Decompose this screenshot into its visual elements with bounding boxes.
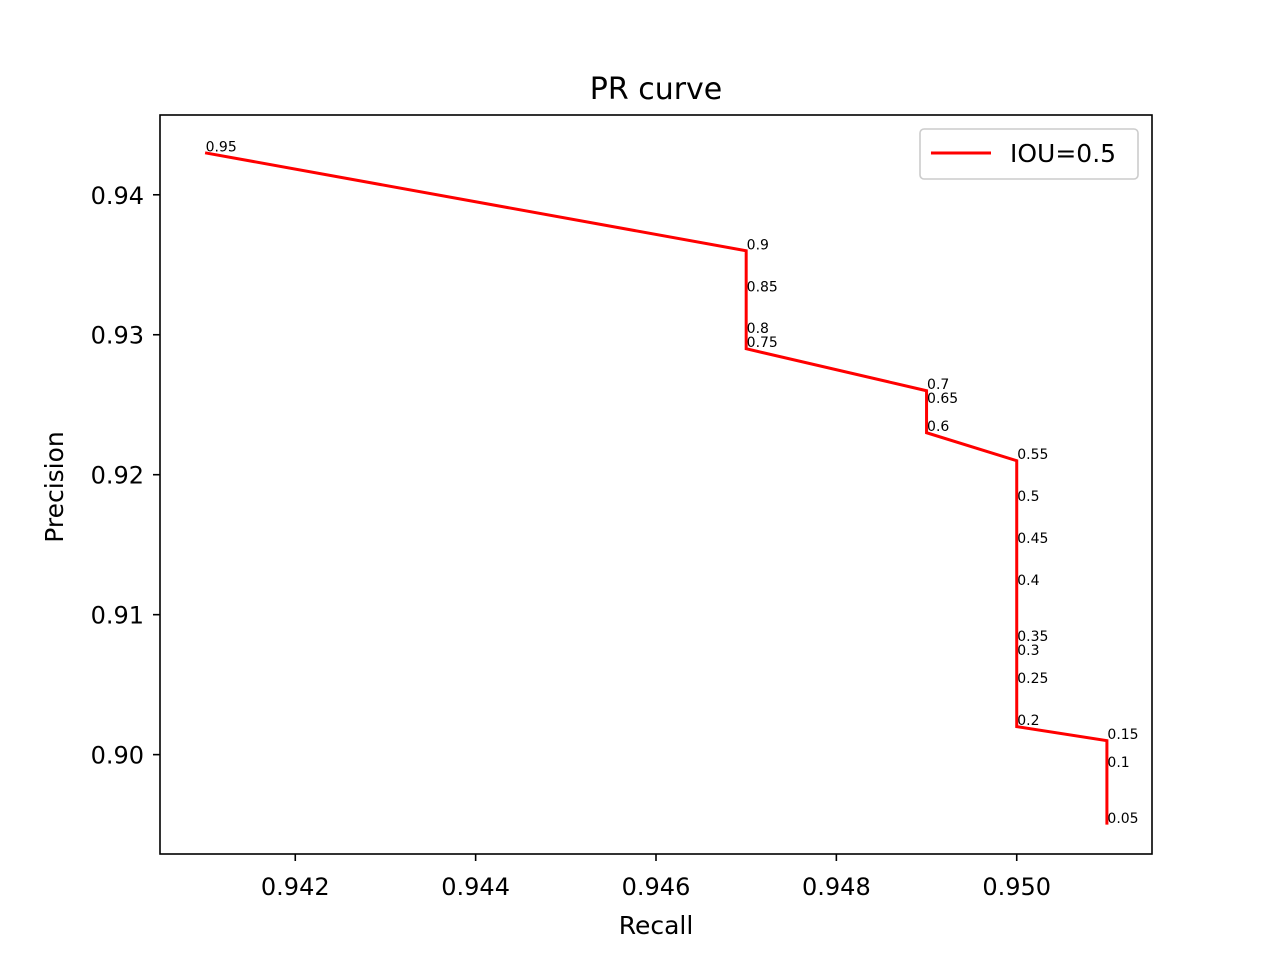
threshold-label: 0.6 bbox=[927, 419, 949, 435]
threshold-label: 0.9 bbox=[747, 237, 769, 253]
x-tick-label: 0.944 bbox=[441, 873, 510, 901]
threshold-label: 0.45 bbox=[1017, 531, 1048, 547]
threshold-label: 0.7 bbox=[927, 377, 949, 393]
threshold-label: 0.95 bbox=[206, 139, 237, 155]
threshold-label: 0.55 bbox=[1017, 447, 1048, 463]
y-tick-label: 0.91 bbox=[91, 602, 144, 630]
plot-frame bbox=[159, 114, 1153, 855]
threshold-label: 0.2 bbox=[1017, 713, 1039, 729]
x-tick-label: 0.942 bbox=[261, 873, 330, 901]
y-tick-label: 0.94 bbox=[91, 182, 144, 210]
threshold-label: 0.15 bbox=[1107, 727, 1138, 743]
threshold-label: 0.3 bbox=[1017, 643, 1039, 659]
x-axis-label: Recall bbox=[619, 911, 694, 940]
y-tick-label: 0.90 bbox=[91, 742, 144, 770]
chart-title: PR curve bbox=[590, 72, 723, 107]
y-axis-label: Precision bbox=[40, 431, 69, 543]
x-tick-label: 0.950 bbox=[982, 873, 1051, 901]
axis-ticks: 0.942 0.944 0.946 0.948 0.950 0.90 0.91 0.92 0.9… bbox=[91, 182, 1052, 901]
y-tick-label: 0.92 bbox=[91, 462, 144, 490]
point-labels: 0.95 0.9 0.85 0.80.75 0.70.65 0.6 0.55 0.5 0.45 0… bbox=[206, 139, 1139, 827]
threshold-label: 0.5 bbox=[1017, 489, 1039, 505]
legend-entry-label: IOU=0.5 bbox=[1010, 139, 1116, 168]
legend: IOU=0.5 bbox=[919, 128, 1139, 180]
legend-box bbox=[919, 128, 1139, 180]
threshold-label: 0.05 bbox=[1107, 811, 1138, 827]
threshold-label: 0.35 bbox=[1017, 629, 1048, 645]
threshold-label: 0.8 bbox=[747, 321, 769, 337]
threshold-label: 0.1 bbox=[1107, 755, 1129, 771]
threshold-label: 0.85 bbox=[747, 279, 778, 295]
x-tick-label: 0.946 bbox=[622, 873, 691, 901]
series-layer bbox=[204, 151, 1109, 825]
threshold-label: 0.4 bbox=[1017, 573, 1039, 589]
threshold-label: 0.75 bbox=[747, 335, 778, 351]
y-tick-label: 0.93 bbox=[91, 322, 144, 350]
series-line bbox=[204, 151, 1109, 825]
threshold-label: 0.25 bbox=[1017, 671, 1048, 687]
x-tick-label: 0.948 bbox=[802, 873, 871, 901]
threshold-label: 0.65 bbox=[927, 391, 958, 407]
